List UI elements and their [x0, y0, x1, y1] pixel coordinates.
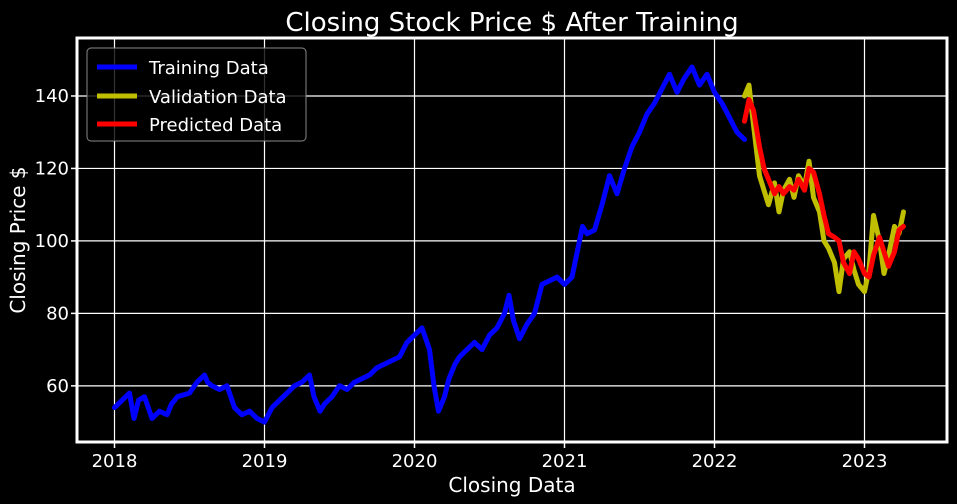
legend-box [86, 47, 307, 142]
legend-label-training: Training Data [148, 58, 269, 79]
series-line-training [112, 64, 747, 425]
x-axis-label: Closing Data [448, 473, 575, 497]
legend: Training Data Validation Data Predicted … [86, 47, 307, 142]
x-tick-label: 2019 [242, 451, 288, 472]
y-tick-label: 80 [46, 303, 69, 324]
grid [77, 38, 947, 442]
y-axis-label: Closing Price $ [6, 166, 30, 313]
x-tick-label: 2021 [542, 451, 588, 472]
axis-ticks: 2018 2019 2020 2021 2022 2023 60 80 100 120 140 [35, 86, 888, 472]
y-tick-label: 120 [35, 158, 69, 179]
x-tick-label: 2020 [392, 451, 438, 472]
x-tick-label: 2023 [842, 451, 888, 472]
x-tick-label: 2018 [92, 451, 138, 472]
chart-title: Closing Stock Price $ After Training [285, 8, 738, 38]
plot-frame [75, 36, 949, 444]
x-tick-label: 2022 [692, 451, 738, 472]
y-tick-label: 60 [46, 376, 69, 397]
series-group [112, 64, 906, 425]
legend-label-predicted: Predicted Data [149, 115, 282, 136]
series-line-validation [742, 82, 906, 295]
series-line-predicted [742, 97, 906, 280]
y-tick-label: 100 [35, 231, 69, 252]
legend-label-validation: Validation Data [149, 87, 287, 108]
y-tick-label: 140 [35, 86, 69, 107]
